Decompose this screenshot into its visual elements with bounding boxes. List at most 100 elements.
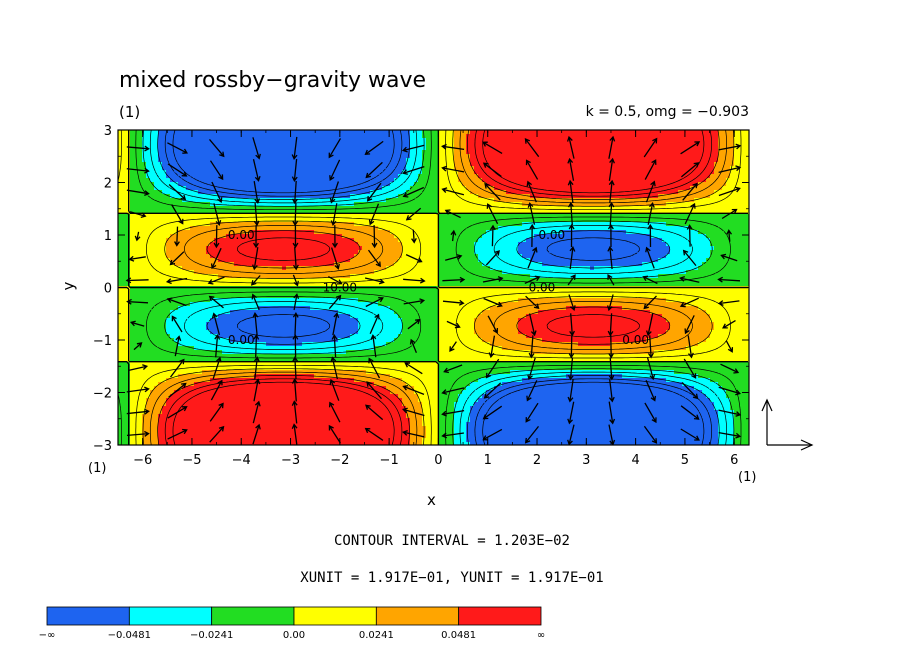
field-cell xyxy=(246,222,251,227)
field-cell xyxy=(206,202,211,207)
field-cell xyxy=(498,230,503,235)
field-cell xyxy=(714,238,719,243)
field-cell xyxy=(318,242,323,247)
field-cell xyxy=(602,178,607,183)
field-cell xyxy=(610,230,615,235)
field-cell xyxy=(250,182,255,187)
field-cell xyxy=(590,138,595,143)
field-cell xyxy=(478,254,483,259)
field-cell xyxy=(718,234,723,239)
field-cell xyxy=(558,150,563,155)
field-cell xyxy=(650,218,655,223)
field-cell xyxy=(718,146,723,151)
field-cell xyxy=(538,230,543,235)
field-cell xyxy=(550,222,555,227)
field-cell xyxy=(674,218,679,223)
field-cell xyxy=(446,194,451,199)
field-cell xyxy=(666,202,671,207)
field-cell xyxy=(242,142,247,147)
field-cell xyxy=(166,250,171,255)
field-cell xyxy=(198,190,203,195)
field-cell xyxy=(130,194,135,199)
field-cell xyxy=(354,138,359,143)
field-cell xyxy=(490,202,495,207)
field-cell xyxy=(494,238,499,243)
field-cell xyxy=(390,198,395,203)
field-cell xyxy=(558,238,563,243)
field-cell xyxy=(690,242,695,247)
field-cell xyxy=(414,202,419,207)
field-cell xyxy=(186,242,191,247)
field-cell xyxy=(434,234,439,239)
field-cell xyxy=(170,210,175,215)
field-cell xyxy=(302,246,307,251)
field-cell xyxy=(450,198,455,203)
field-cell xyxy=(210,246,215,251)
field-cell xyxy=(742,182,747,187)
field-cell xyxy=(138,230,143,235)
field-cell xyxy=(346,242,351,247)
field-cell xyxy=(242,254,247,259)
field-cell xyxy=(654,210,659,215)
field-cell xyxy=(658,234,663,239)
field-cell xyxy=(466,238,471,243)
field-cell xyxy=(290,210,295,215)
field-cell xyxy=(238,238,243,243)
field-cell xyxy=(326,178,331,183)
field-cell xyxy=(514,198,519,203)
field-cell xyxy=(178,242,183,247)
field-cell xyxy=(574,198,579,203)
field-cell xyxy=(246,158,251,163)
field-cell xyxy=(638,134,643,139)
field-cell xyxy=(690,142,695,147)
field-cell xyxy=(718,186,723,191)
field-cell xyxy=(582,190,587,195)
field-cell xyxy=(490,246,495,251)
field-cell xyxy=(718,130,723,135)
field-cell xyxy=(302,134,307,139)
field-cell xyxy=(350,250,355,255)
field-cell xyxy=(574,202,579,207)
field-cell xyxy=(158,222,163,227)
field-cell xyxy=(458,190,463,195)
field-cell xyxy=(370,166,375,171)
field-cell xyxy=(334,154,339,159)
field-cell xyxy=(138,134,143,139)
field-cell xyxy=(594,246,599,251)
field-cell xyxy=(666,162,671,167)
field-cell xyxy=(718,182,723,187)
field-cell xyxy=(134,166,139,171)
field-cell xyxy=(642,130,647,135)
field-cell xyxy=(366,130,371,135)
field-cell xyxy=(174,142,179,147)
field-cell xyxy=(714,242,719,247)
field-cell xyxy=(350,142,355,147)
field-cell xyxy=(574,174,579,179)
field-cell xyxy=(238,190,243,195)
field-cell xyxy=(614,182,619,187)
field-cell xyxy=(562,134,567,139)
field-cell xyxy=(246,214,251,219)
field-cell xyxy=(482,194,487,199)
field-cell xyxy=(190,246,195,251)
field-cell xyxy=(514,246,519,251)
field-cell xyxy=(554,134,559,139)
field-cell xyxy=(550,138,555,143)
field-cell xyxy=(194,242,199,247)
field-cell xyxy=(738,170,743,175)
field-cell xyxy=(502,162,507,167)
field-cell xyxy=(662,166,667,171)
field-cell xyxy=(446,166,451,171)
field-cell xyxy=(250,210,255,215)
field-cell xyxy=(570,142,575,147)
field-cell xyxy=(386,202,391,207)
field-cell xyxy=(698,238,703,243)
field-cell xyxy=(726,162,731,167)
field-cell xyxy=(346,162,351,167)
field-cell xyxy=(718,222,723,227)
field-cell xyxy=(238,138,243,143)
field-cell xyxy=(542,194,547,199)
field-cell xyxy=(726,206,731,211)
field-cell xyxy=(190,186,195,191)
field-cell xyxy=(506,210,511,215)
